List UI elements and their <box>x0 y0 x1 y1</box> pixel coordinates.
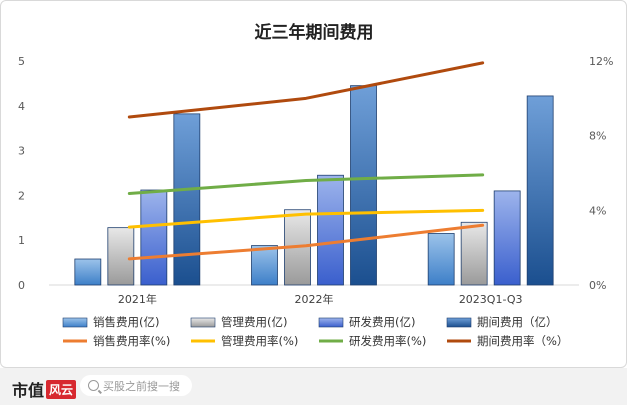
left-tick-label: 0 <box>18 279 25 292</box>
right-tick-label: 12% <box>589 55 613 68</box>
bar-1 <box>427 233 455 286</box>
right-tick-label: 8% <box>589 130 606 143</box>
right-tick-label: 0% <box>589 279 606 292</box>
line-4 <box>127 61 485 119</box>
legend-label: 期间费用（亿） <box>477 315 558 329</box>
left-tick-label: 3 <box>18 145 25 158</box>
legend-swatch <box>190 317 216 328</box>
legend-swatch <box>446 317 472 328</box>
legend-label: 研发费用(亿) <box>349 315 415 329</box>
line-2 <box>127 208 485 229</box>
legend-label: 管理费用率(%) <box>221 334 298 348</box>
bar-2 <box>107 227 135 286</box>
legend-label: 管理费用(亿) <box>221 315 287 329</box>
bar-3 <box>493 190 521 286</box>
legend-label: 销售费用率(%) <box>93 334 170 348</box>
left-tick-label: 1 <box>18 234 25 247</box>
bar-2 <box>460 221 488 286</box>
left-tick-label: 2 <box>18 189 25 202</box>
search-placeholder: 买股之前搜一搜 <box>103 379 180 393</box>
bar-3 <box>140 189 168 286</box>
bar-4 <box>526 95 554 286</box>
legend-swatch <box>62 317 88 328</box>
bar-3 <box>317 174 344 286</box>
legend-swatch <box>318 317 344 328</box>
bar-4 <box>350 85 377 286</box>
chart-title: 近三年期间费用 <box>255 22 374 43</box>
brand-logo[interactable]: 市值 风云 <box>12 377 77 401</box>
brand-badge: 风云 <box>46 379 77 399</box>
left-tick-label: 4 <box>18 100 25 113</box>
legend-label: 研发费用率(%) <box>349 334 426 348</box>
bar-1 <box>74 258 102 286</box>
brand-text: 市值 <box>12 381 45 400</box>
category-label: 2021年 <box>118 292 157 306</box>
bar-4 <box>173 113 201 286</box>
right-tick-label: 4% <box>589 204 606 217</box>
legend-label: 期间费用率（%） <box>477 334 568 348</box>
search-icon <box>88 380 99 391</box>
chart-svg: 近三年期间费用 0 1 2 3 4 5 0% 4% 8% 12% 2021年 2022年 2023Q1-Q… <box>18 22 613 348</box>
category-label: 2022年 <box>295 292 334 306</box>
category-label: 2023Q1-Q3 <box>459 293 523 306</box>
search-box[interactable]: 买股之前搜一搜 <box>80 375 192 396</box>
footer-bar: 市值 风云 买股之前搜一搜 <box>0 368 627 405</box>
bar-1 <box>251 245 278 286</box>
line-3 <box>127 173 485 196</box>
line-1 <box>127 223 485 261</box>
legend-label: 销售费用(亿) <box>93 315 159 329</box>
left-tick-label: 5 <box>18 55 25 68</box>
chart-panel: 近三年期间费用 0 1 2 3 4 5 0% 4% 8% 12% 2021年 2022年 2023Q1-Q… <box>0 0 627 368</box>
